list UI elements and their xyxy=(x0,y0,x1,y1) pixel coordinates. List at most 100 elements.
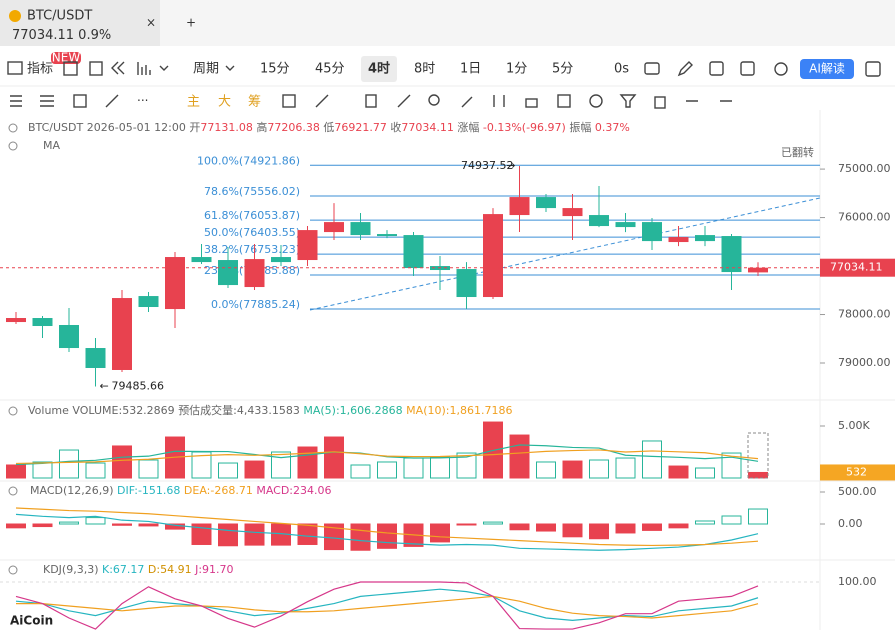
close-value: 77034.11 xyxy=(401,121,454,134)
indicator-line xyxy=(15,588,759,622)
price-tag-label: 77034.11 xyxy=(830,261,883,274)
candle-body xyxy=(642,222,662,242)
candle-body xyxy=(350,222,371,236)
icon[interactable] xyxy=(137,62,151,75)
interval[interactable]: 15分 xyxy=(260,62,290,77)
indicator-line xyxy=(15,581,759,630)
tab[interactable] xyxy=(0,0,160,46)
icon[interactable] xyxy=(709,61,724,76)
candle-body xyxy=(191,257,212,263)
icon[interactable] xyxy=(677,61,693,77)
low-value: 76921.77 xyxy=(334,121,387,134)
more[interactable]: ··· xyxy=(137,94,148,108)
tab-price: 77034.11 0.9% xyxy=(12,28,111,43)
interval[interactable]: 5分 xyxy=(552,62,573,77)
tab-symbol: BTC/USDT xyxy=(27,9,92,24)
big[interactable]: 大 xyxy=(218,95,231,110)
indicator[interactable]: 指标 xyxy=(27,62,53,77)
interval[interactable]: 8时 xyxy=(414,62,435,77)
candle-body xyxy=(748,267,768,273)
macd-bar xyxy=(244,523,265,546)
macd-bar xyxy=(589,523,609,540)
icon[interactable] xyxy=(105,94,119,108)
icon[interactable] xyxy=(740,61,755,76)
macd-bar xyxy=(191,523,212,545)
macd-bar xyxy=(59,521,79,525)
macd-bar xyxy=(138,523,159,527)
icon[interactable] xyxy=(7,61,23,75)
symbol: BTC/USDT xyxy=(28,121,84,134)
kdj-legend: KDJ(9,3,3) K:67.17 D:54.91 J:91.70 xyxy=(43,563,234,576)
panel-icon[interactable] xyxy=(8,406,18,416)
icon[interactable] xyxy=(644,62,660,75)
candle-body xyxy=(483,214,503,298)
ma10-legend: MA(10):1,861.7186 xyxy=(406,404,512,417)
open-value: 77131.08 xyxy=(200,121,253,134)
new-badge: NEW xyxy=(52,51,81,65)
interval[interactable]: 1日 xyxy=(460,62,481,77)
panel-icon[interactable] xyxy=(8,141,18,151)
candle-body xyxy=(668,237,689,243)
icon[interactable] xyxy=(10,95,54,107)
volume-bar xyxy=(112,445,132,479)
icon[interactable] xyxy=(63,61,78,76)
indicator-line xyxy=(16,595,759,619)
y-tick-label: 76000.00 xyxy=(838,211,891,224)
close-tab[interactable]: × xyxy=(146,16,156,30)
chips[interactable]: 筹 xyxy=(248,94,261,110)
volume-bar xyxy=(668,465,689,479)
icon[interactable] xyxy=(73,94,87,108)
volume-bar xyxy=(85,462,106,479)
volume-bar xyxy=(615,457,636,479)
macd-bar xyxy=(748,508,768,525)
icon[interactable] xyxy=(159,65,169,71)
macd-bar xyxy=(6,523,26,529)
panel-icon[interactable] xyxy=(8,486,18,496)
interval[interactable]: 4时 xyxy=(368,61,390,77)
fib-label: 38.2%(76753.23) xyxy=(204,243,300,256)
amp-label: 振幅 xyxy=(569,120,591,134)
macd-title: MACD(12,26,9) xyxy=(30,484,114,497)
macd-legend: MACD(12,26,9) DIF:-151.68 DEA:-268.71 MA… xyxy=(30,484,332,497)
icon[interactable] xyxy=(774,62,788,76)
price: 77034.11 xyxy=(12,28,74,43)
candle-body xyxy=(32,318,53,327)
icon[interactable] xyxy=(865,61,881,77)
arrow: → xyxy=(506,159,515,172)
close-label: 收 xyxy=(390,120,401,134)
y-tick-label: 79000.00 xyxy=(838,356,891,369)
candle-body xyxy=(297,230,318,261)
draw-tools[interactable] xyxy=(282,94,732,109)
volume-tag-label: 532 xyxy=(846,465,867,478)
watermark: AiCoin xyxy=(10,614,53,628)
candle-body xyxy=(324,222,344,233)
add-tab[interactable]: + xyxy=(186,16,196,30)
period[interactable]: 周期 xyxy=(193,62,219,77)
high-value: 77206.38 xyxy=(267,121,320,134)
ai-button[interactable] xyxy=(800,59,854,79)
volume-bar xyxy=(297,446,318,479)
price-tag xyxy=(820,258,895,277)
panel-icon[interactable] xyxy=(8,123,18,133)
y-tick-label: 0.00 xyxy=(838,517,863,530)
candle-body xyxy=(456,269,477,298)
candle-body xyxy=(536,197,556,209)
macd-bar xyxy=(85,517,106,525)
main[interactable]: 主 xyxy=(187,95,200,110)
volume-tag xyxy=(820,464,895,481)
price-annotation: 79485.66 xyxy=(112,380,165,393)
panel-icon[interactable] xyxy=(8,565,18,575)
volume-outline xyxy=(747,432,769,479)
macd-bar xyxy=(377,523,397,549)
candle-body xyxy=(509,197,530,216)
macd-bar xyxy=(721,515,742,525)
timer[interactable]: 0s xyxy=(614,62,629,77)
low-label: 低 xyxy=(323,121,334,134)
macd-bar xyxy=(430,523,450,543)
icon[interactable] xyxy=(111,61,125,75)
interval[interactable]: 45分 xyxy=(315,62,345,77)
icon[interactable] xyxy=(89,61,103,76)
interval[interactable]: 1分 xyxy=(506,62,527,77)
amp-value: 0.37% xyxy=(595,121,630,134)
volume-bar xyxy=(377,461,397,479)
